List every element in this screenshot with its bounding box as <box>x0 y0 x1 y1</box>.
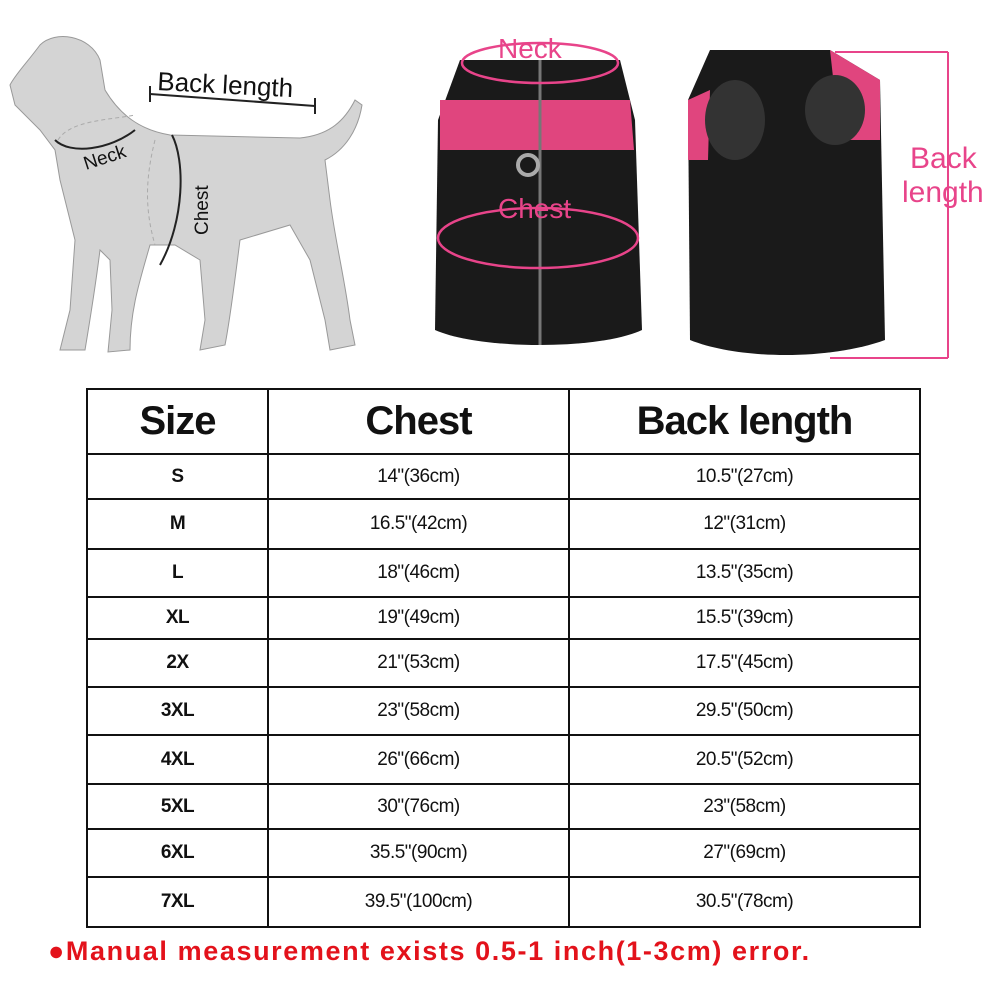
chest-cell: 18"(46cm) <box>267 548 570 598</box>
dog-chest-label: Chest <box>192 185 213 235</box>
size-cell: 6XL <box>86 828 269 878</box>
table-row: 7XL 39.5"(100cm) 30.5"(78cm) <box>86 876 921 928</box>
size-cell: 4XL <box>86 734 269 785</box>
header-size: Size <box>86 388 269 455</box>
table-row: 2X 21"(53cm) 17.5"(45cm) <box>86 638 921 688</box>
back-length-cell: 10.5"(27cm) <box>568 453 921 500</box>
back-length-cell: 17.5"(45cm) <box>568 638 921 688</box>
size-cell: 5XL <box>86 783 269 830</box>
size-cell: XL <box>86 596 269 640</box>
chest-cell: 19"(49cm) <box>267 596 570 640</box>
vest-neck-label: Neck <box>498 33 563 64</box>
back-length-cell: 13.5"(35cm) <box>568 548 921 598</box>
dog-measurement-diagram: Back length Neck Chest <box>9 36 363 353</box>
vest-back-length-label-line1: Back <box>910 142 978 175</box>
back-length-cell: 29.5"(50cm) <box>568 686 921 736</box>
dog-silhouette <box>9 36 363 353</box>
dog-back-length-label: Back length <box>157 66 294 103</box>
header-back-length: Back length <box>568 388 921 455</box>
size-cell: L <box>86 548 269 598</box>
table-row: 6XL 35.5"(90cm) 27"(69cm) <box>86 828 921 878</box>
back-length-cell: 30.5"(78cm) <box>568 876 921 928</box>
size-chart-table: Size Chest Back length S 14"(36cm) 10.5"(2… <box>86 388 921 928</box>
size-cell: S <box>86 453 269 500</box>
chest-cell: 14"(36cm) <box>267 453 570 500</box>
chest-cell: 21"(53cm) <box>267 638 570 688</box>
table-row: 5XL 30"(76cm) 23"(58cm) <box>86 783 921 830</box>
measurement-error-note: ●Manual measurement exists 0.5-1 inch(1-… <box>48 936 811 966</box>
chest-cell: 35.5"(90cm) <box>267 828 570 878</box>
size-cell: 2X <box>86 638 269 688</box>
chest-cell: 16.5"(42cm) <box>267 498 570 550</box>
size-cell: 7XL <box>86 876 269 928</box>
table-row: L 18"(46cm) 13.5"(35cm) <box>86 548 921 598</box>
chest-cell: 30"(76cm) <box>267 783 570 830</box>
chest-cell: 23"(58cm) <box>267 686 570 736</box>
size-cell: 3XL <box>86 686 269 736</box>
back-length-cell: 15.5"(39cm) <box>568 596 921 640</box>
chest-cell: 39.5"(100cm) <box>267 876 570 928</box>
chest-cell: 26"(66cm) <box>267 734 570 785</box>
back-length-cell: 12"(31cm) <box>568 498 921 550</box>
table-row: XL 19"(49cm) 15.5"(39cm) <box>86 596 921 640</box>
table-row: M 16.5"(42cm) 12"(31cm) <box>86 498 921 550</box>
table-row: S 14"(36cm) 10.5"(27cm) <box>86 453 921 500</box>
table-header-row: Size Chest Back length <box>86 388 921 455</box>
table-row: 3XL 23"(58cm) 29.5"(50cm) <box>86 686 921 736</box>
back-length-cell: 27"(69cm) <box>568 828 921 878</box>
vest-front-image: Neck Chest <box>435 33 642 345</box>
vest-back-image: Back length <box>688 50 984 359</box>
table-row: 4XL 26"(66cm) 20.5"(52cm) <box>86 734 921 785</box>
back-length-cell: 20.5"(52cm) <box>568 734 921 785</box>
header-chest: Chest <box>267 388 570 455</box>
vest-back-length-label-line2: length <box>902 176 984 209</box>
back-length-cell: 23"(58cm) <box>568 783 921 830</box>
size-cell: M <box>86 498 269 550</box>
vest-chest-label: Chest <box>498 193 571 224</box>
